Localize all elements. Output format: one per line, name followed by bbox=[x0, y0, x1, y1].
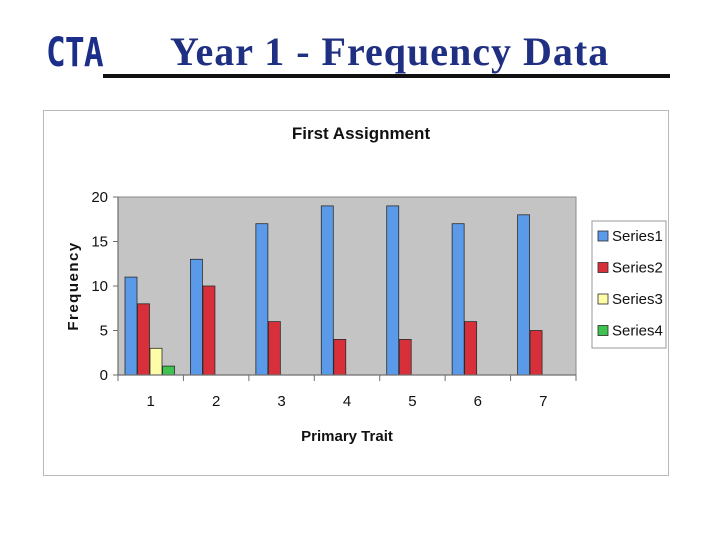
bar-series1-1 bbox=[124, 276, 138, 376]
bar-series2-3 bbox=[267, 321, 281, 376]
bar-series1-6 bbox=[451, 223, 465, 376]
chart-title: First Assignment bbox=[292, 124, 431, 143]
x-tick-label: 1 bbox=[147, 393, 155, 410]
x-axis-label: Primary Trait bbox=[301, 428, 393, 445]
bar-series1-5 bbox=[386, 205, 400, 376]
bar-series2-7 bbox=[529, 330, 543, 376]
y-tick-label: 0 bbox=[100, 367, 108, 384]
legend-swatch-series1 bbox=[597, 230, 609, 242]
bar-series1-3 bbox=[255, 223, 269, 376]
y-tick-label: 15 bbox=[91, 234, 108, 251]
bar-series1-4 bbox=[320, 205, 334, 376]
x-tick-label: 2 bbox=[212, 393, 220, 410]
legend-label-series1: Series1 bbox=[612, 228, 663, 245]
y-tick-label: 20 bbox=[91, 189, 108, 206]
legend-swatch-series3 bbox=[597, 293, 609, 305]
plot-area bbox=[117, 196, 577, 376]
y-tick-label: 5 bbox=[100, 323, 108, 340]
bar-series1-2 bbox=[190, 258, 203, 376]
x-tick-label: 7 bbox=[539, 393, 547, 410]
bar-series2-2 bbox=[202, 285, 216, 376]
x-tick-label: 6 bbox=[474, 393, 482, 410]
bar-series2-1 bbox=[137, 303, 150, 376]
y-tick-label: 10 bbox=[91, 278, 108, 295]
legend-label-series4: Series4 bbox=[612, 323, 663, 340]
legend-swatch-series4 bbox=[597, 325, 609, 336]
x-tick-label: 4 bbox=[343, 393, 351, 410]
frequency-chart: First Assignment 0 5 10 15 20 1 2 3 4 5 6 7 Frequen… bbox=[65, 124, 667, 445]
chart-marks: 0 5 10 15 20 1 2 3 4 5 6 7 bbox=[91, 189, 577, 410]
bar-series4-1 bbox=[162, 365, 175, 376]
chart-frame: First Assignment 0 5 10 15 20 1 2 3 4 5 6 7 Frequen… bbox=[43, 110, 669, 476]
x-tick-label: 3 bbox=[277, 393, 285, 410]
legend-swatch-series2 bbox=[597, 262, 609, 273]
bar-series2-5 bbox=[398, 338, 412, 376]
bar-series3-1 bbox=[149, 347, 163, 376]
slide-title: Year 1 - Frequency Data bbox=[170, 29, 610, 74]
title-underline bbox=[103, 74, 670, 78]
bar-series1-7 bbox=[517, 214, 530, 376]
bar-series2-4 bbox=[333, 338, 347, 376]
legend-items: Series1 Series2 Series3 Series4 bbox=[597, 228, 663, 340]
cta-logo: CTA bbox=[46, 30, 104, 76]
y-axis-label: Frequency bbox=[65, 241, 82, 330]
bar-series2-6 bbox=[464, 321, 478, 376]
legend-label-series2: Series2 bbox=[612, 260, 663, 277]
legend-label-series3: Series3 bbox=[612, 291, 663, 308]
x-tick-label: 5 bbox=[408, 393, 416, 410]
